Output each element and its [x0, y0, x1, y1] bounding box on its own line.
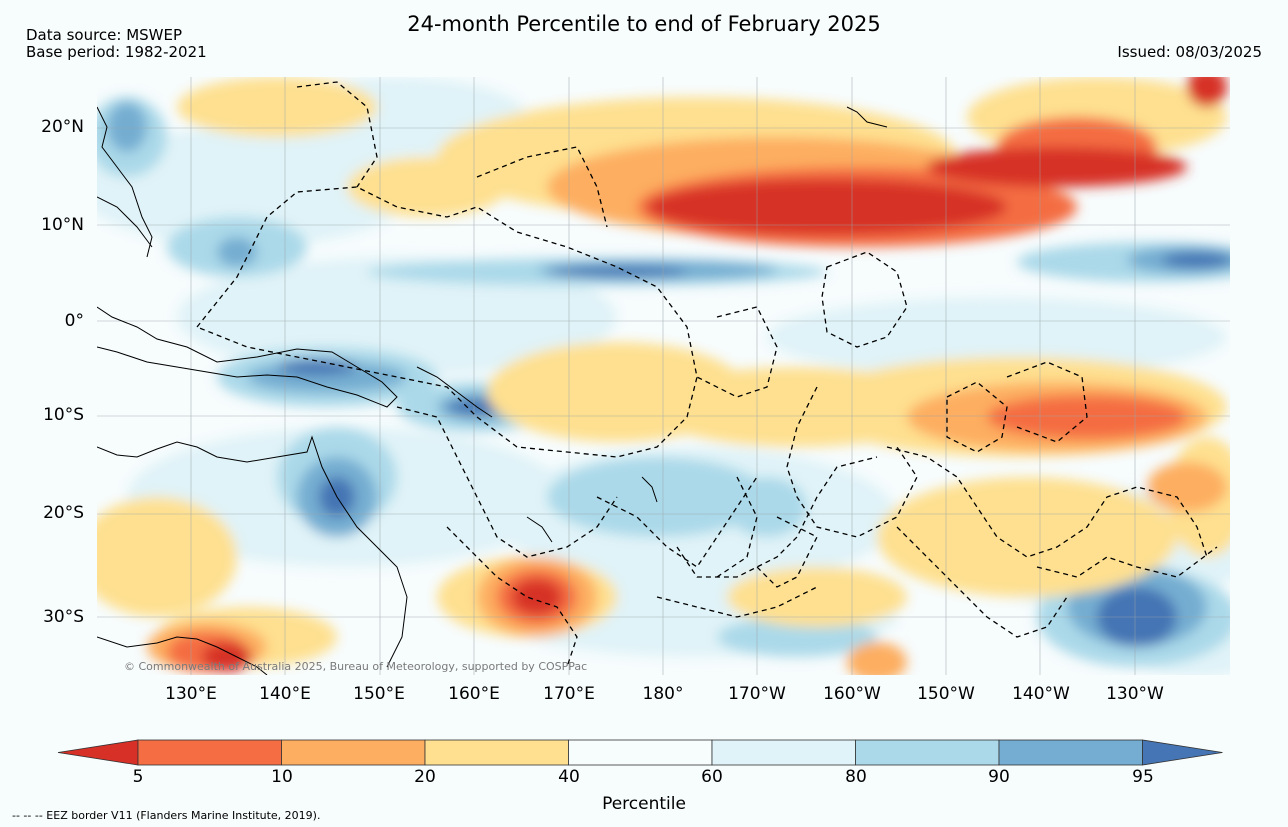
colorbar-tick-10: 10: [271, 767, 293, 787]
lon-label-170w: 170°W: [728, 684, 786, 704]
colorbar-label: Percentile: [602, 794, 686, 814]
colorbar-segment: [424, 739, 569, 766]
lon-label-130e: 130°E: [165, 684, 217, 704]
colorbar-segment: [281, 739, 426, 766]
colorbar-tick-95: 95: [1132, 767, 1154, 787]
lon-label-170e: 170°E: [543, 684, 595, 704]
lon-label-180: 180°: [642, 684, 684, 704]
colorbar-segment: [711, 739, 856, 766]
map-title: 24-month Percentile to end of February 2…: [407, 12, 881, 36]
lon-label-140e: 140°E: [259, 684, 311, 704]
data-source-text: Data source: MSWEP: [26, 26, 183, 44]
colorbar-segment: [998, 739, 1143, 766]
lon-label-160w: 160°W: [823, 684, 881, 704]
lat-label-10n: 10°N: [41, 215, 84, 235]
map-canvas: [97, 77, 1230, 675]
colorbar-extend-high: [1142, 739, 1223, 766]
colorbar-tick-5: 5: [132, 767, 144, 787]
lat-label-30s: 30°S: [43, 607, 84, 627]
colorbar: [55, 737, 1230, 769]
colorbar-tick-60: 60: [701, 767, 723, 787]
colorbar-tick-40: 40: [558, 767, 580, 787]
lat-label-20s: 20°S: [43, 503, 84, 523]
colorbar-segment: [855, 739, 1000, 766]
lon-label-150e: 150°E: [353, 684, 405, 704]
coastlines: [97, 106, 888, 675]
issued-date-text: Issued: 08/03/2025: [1117, 43, 1262, 61]
copyright-text: © Commonwealth of Australia 2025, Bureau…: [124, 660, 588, 673]
colorbar-tick-90: 90: [988, 767, 1010, 787]
lat-label-20n: 20°N: [41, 117, 84, 137]
percentile-field: [97, 77, 1230, 675]
colorbar-svg: [57, 739, 1223, 766]
lon-label-140w: 140°W: [1012, 684, 1070, 704]
colorbar-tick-20: 20: [414, 767, 436, 787]
colorbar-segment: [137, 739, 282, 766]
colorbar-segment: [568, 739, 713, 766]
eez-borders: [195, 81, 1218, 668]
lon-label-130w: 130°W: [1106, 684, 1164, 704]
lat-label-10s: 10°S: [43, 405, 84, 425]
colorbar-extend-low: [57, 739, 139, 766]
eez-footnote: -- -- -- EEZ border V11 (Flanders Marine…: [12, 809, 321, 822]
lat-label-0: 0°: [64, 311, 84, 331]
graticule: [97, 77, 1230, 675]
colorbar-tick-80: 80: [845, 767, 867, 787]
base-period-text: Base period: 1982-2021: [26, 43, 207, 61]
lon-label-160e: 160°E: [448, 684, 500, 704]
percentile-map: [97, 77, 1230, 675]
lon-label-150w: 150°W: [917, 684, 975, 704]
